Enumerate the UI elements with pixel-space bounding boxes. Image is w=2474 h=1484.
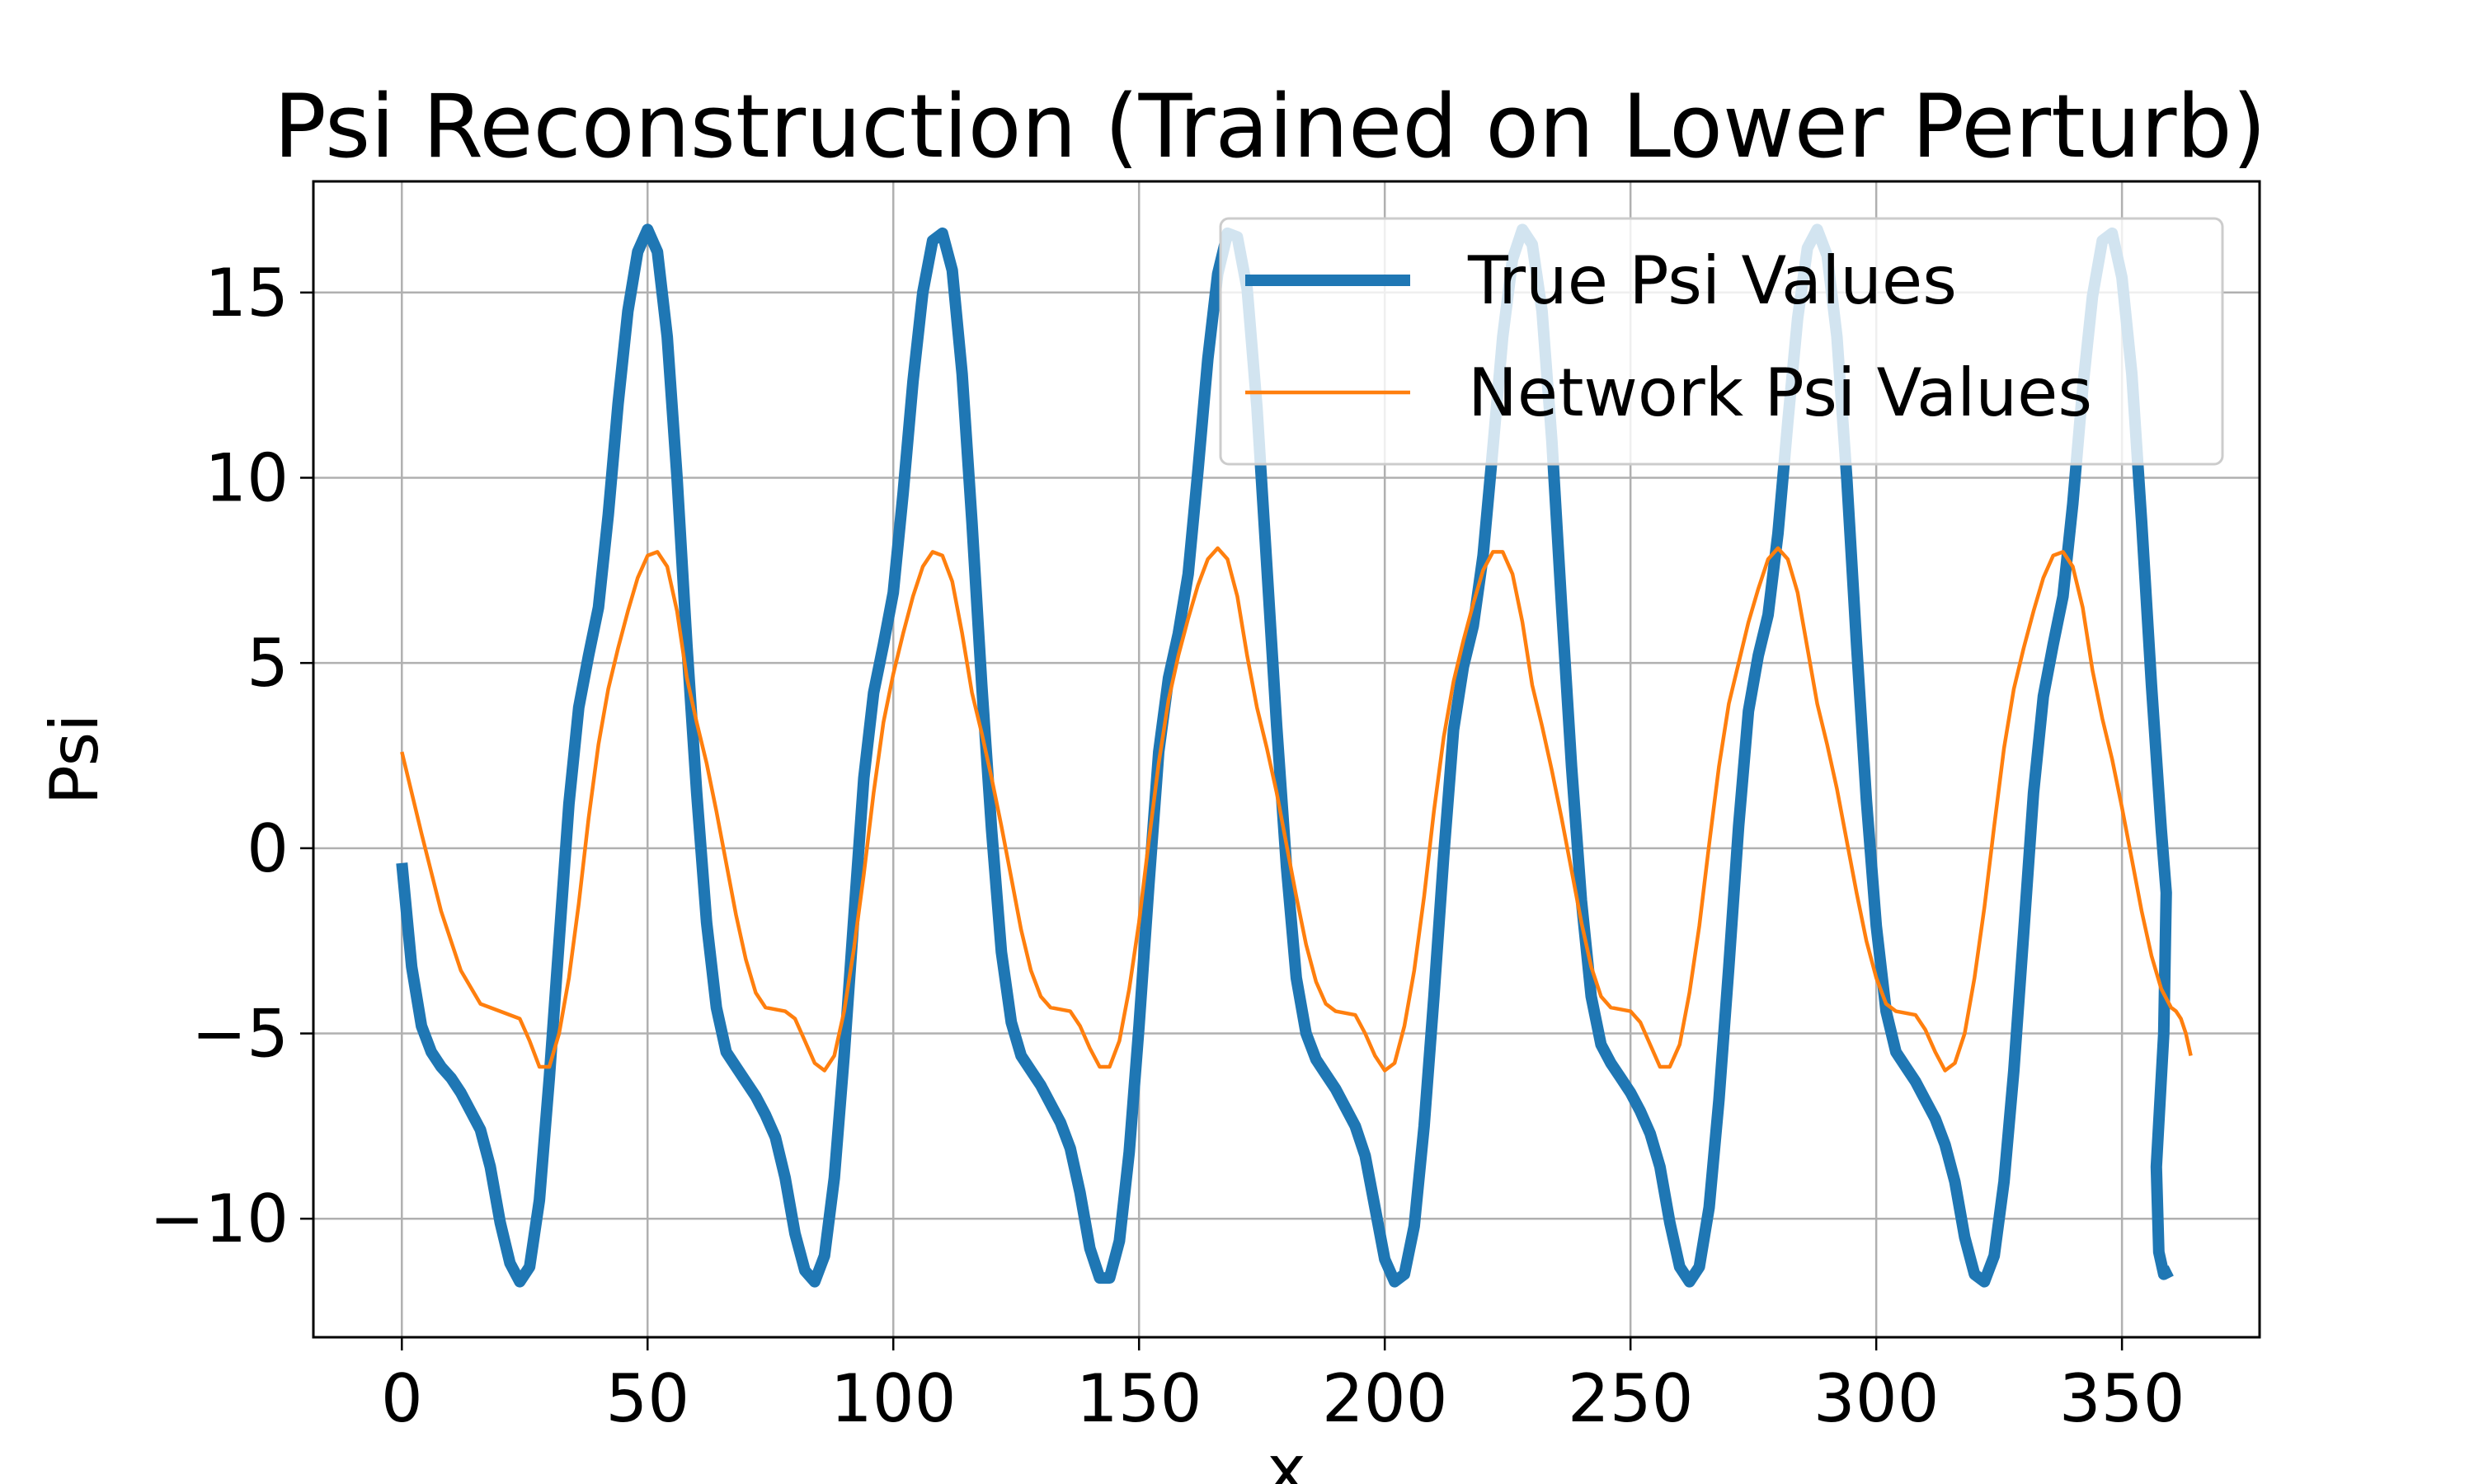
legend-label-network-psi: Network Psi Values	[1468, 355, 2092, 431]
network-psi-line	[400, 546, 2193, 1073]
y-tick-label: 10	[205, 439, 289, 516]
series-lines	[396, 223, 2193, 1288]
legend-label-true-psi: True Psi Values	[1467, 242, 1957, 319]
x-axis-label: x	[1267, 1431, 1305, 1484]
x-tick-label: 150	[1076, 1360, 1202, 1437]
x-tick-label: 100	[830, 1360, 957, 1437]
chart-title: Psi Reconstruction (Trained on Lower Per…	[274, 76, 2266, 177]
x-tick-label: 250	[1568, 1360, 1694, 1437]
legend-box	[1219, 217, 2224, 466]
y-tick-label: 5	[247, 625, 289, 702]
axis-ticks: 0 50 100 150 200 250 300 350 −10 −5 0 5 10 15	[149, 255, 2185, 1437]
y-tick-label: −10	[149, 1181, 289, 1257]
x-tick-label: 300	[1813, 1360, 1940, 1437]
x-tick-label: 50	[605, 1360, 689, 1437]
plot-frame	[312, 180, 2261, 1339]
x-tick-label: 200	[1322, 1360, 1448, 1437]
y-tick-label: −5	[191, 996, 289, 1073]
y-axis-label: Psi	[36, 714, 113, 805]
legend: True Psi Values Network Psi Values	[1219, 217, 2224, 466]
x-tick-label: 350	[2059, 1360, 2185, 1437]
y-tick-label: 15	[205, 255, 289, 331]
true-psi-line	[396, 223, 2174, 1288]
x-tick-label: 0	[381, 1360, 423, 1437]
y-tick-label: 0	[247, 810, 289, 887]
